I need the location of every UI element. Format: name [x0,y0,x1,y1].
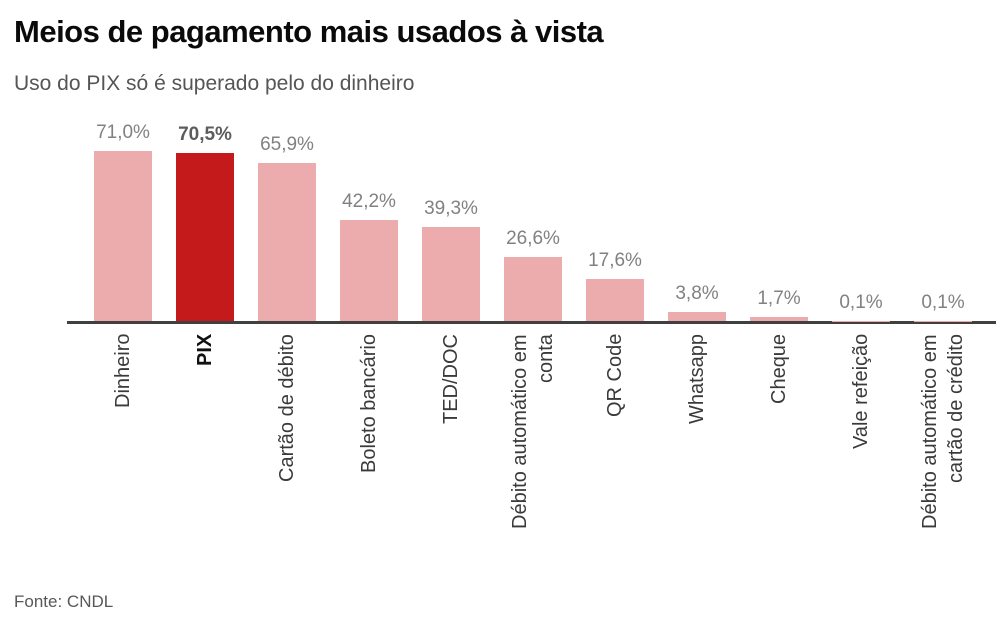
bar-category-label: Cheque [768,334,790,405]
bar [340,220,398,321]
chart-column: 70,5% PIX [176,0,234,632]
bar-value-label: 42,2% [342,191,396,213]
bar-value-label: 0,1% [921,291,965,313]
bar-value-label: 70,5% [178,123,232,145]
chart-column: 0,1% Vale refeição [832,0,890,632]
bar-value-label: 71,0% [96,122,150,144]
bar [668,311,726,321]
bar-category-label: Cartão de débito [276,334,298,482]
source-note: Fonte: CNDL [14,592,114,611]
chart-column: 65,9% Cartão de débito [258,0,316,632]
chart-column: 26,6% Débito automático em conta [504,0,562,632]
bar [422,227,480,321]
bar [94,151,152,321]
bar-category-label: Débito automático em conta [509,334,557,529]
bar [504,257,562,321]
bar-value-label: 1,7% [757,287,801,309]
bar-category-label: PIX [194,334,216,367]
page-title: Meios de pagamento mais usados à vista [14,14,604,49]
bar-highlighted [176,152,234,321]
bar-value-label: 39,3% [424,198,478,220]
bar-category-label: Dinheiro [112,334,134,409]
x-axis-line [67,321,996,324]
bar [586,278,644,321]
bar-value-label: 65,9% [260,134,314,156]
bar-value-label: 26,6% [506,228,560,250]
bar-category-label: Boleto bancário [358,334,380,473]
chart-column: 39,3% TED/DOC [422,0,480,632]
chart-column: 3,8% Whatsapp [668,0,726,632]
bar-value-label: 3,8% [675,282,719,304]
bar-value-label: 0,1% [839,291,883,313]
bar-category-label: TED/DOC [440,334,462,424]
chart-column: 0,1% Débito automático em cartão de crédi… [914,0,972,632]
bar [258,163,316,321]
bar-category-label: Débito automático em cartão de crédito [919,334,967,529]
bar-category-label: Vale refeição [850,334,872,450]
bar-value-label: 17,6% [588,249,642,271]
chart-column: 1,7% Cheque [750,0,808,632]
page-subtitle: Uso do PIX só é superado pelo do dinheir… [14,72,415,95]
bar-category-label: QR Code [604,334,626,418]
chart-column: 71,0% Dinheiro [94,0,152,632]
bar [750,316,808,321]
chart-column: 17,6% QR Code [586,0,644,632]
chart-column: 42,2% Boleto bancário [340,0,398,632]
bar-category-label: Whatsapp [686,334,708,425]
